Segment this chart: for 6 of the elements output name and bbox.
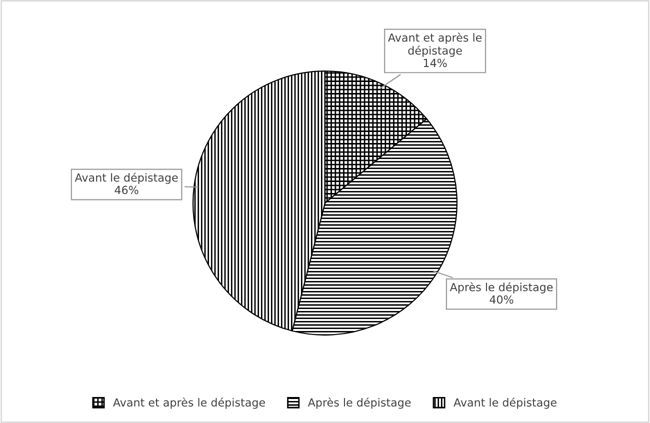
- data-label: Après le dépistage 40%: [450, 282, 553, 304]
- data-label: Avant le dépistage 46%: [74, 172, 178, 194]
- data-label: Avant et après le dépistage 14%: [388, 32, 482, 68]
- legend-label: Après le dépistage: [308, 398, 411, 409]
- legend-label: Avant le dépistage: [454, 398, 556, 409]
- legend-label: Avant et après le dépistage: [113, 398, 265, 409]
